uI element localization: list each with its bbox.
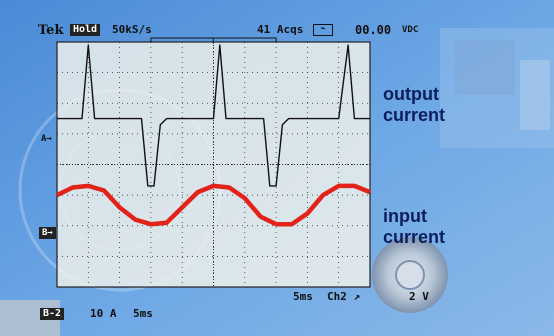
- dc-readout-unit: VDC: [402, 25, 419, 35]
- hold-badge: Hold: [70, 24, 101, 36]
- acquisition-mode-icon: ⌁: [313, 24, 333, 36]
- dc-readout: 00.00: [355, 23, 392, 37]
- output-current-line2: current: [383, 105, 446, 125]
- output-current-line1: output: [383, 84, 439, 104]
- time-scale-label: 5ms: [133, 307, 153, 320]
- input-current-line2: current: [383, 227, 446, 247]
- channel-b-marker: B→: [39, 227, 56, 239]
- input-current-label: input current: [383, 206, 445, 248]
- record-window-bracket: [150, 37, 277, 42]
- acquisitions-label: 41 Acqs: [257, 23, 304, 36]
- channel-b-badge: B-2: [40, 308, 65, 320]
- voltage-scale-label: 2 V: [409, 290, 429, 303]
- output-current-label: output current: [383, 84, 445, 126]
- brand-label: Tek: [38, 23, 64, 38]
- sample-rate-label: 50kS/s: [112, 23, 152, 36]
- current-scale-label: 10 A: [90, 307, 117, 320]
- trigger-marker: T: [210, 37, 217, 47]
- input-current-line1: input: [383, 206, 427, 226]
- trace-output-current: [57, 44, 370, 187]
- channel-a-marker: A→: [41, 134, 52, 144]
- time-div-label: 5ms: [293, 290, 313, 303]
- trace-input-current: [56, 183, 371, 227]
- channel-label: Ch2 ↗: [327, 290, 361, 303]
